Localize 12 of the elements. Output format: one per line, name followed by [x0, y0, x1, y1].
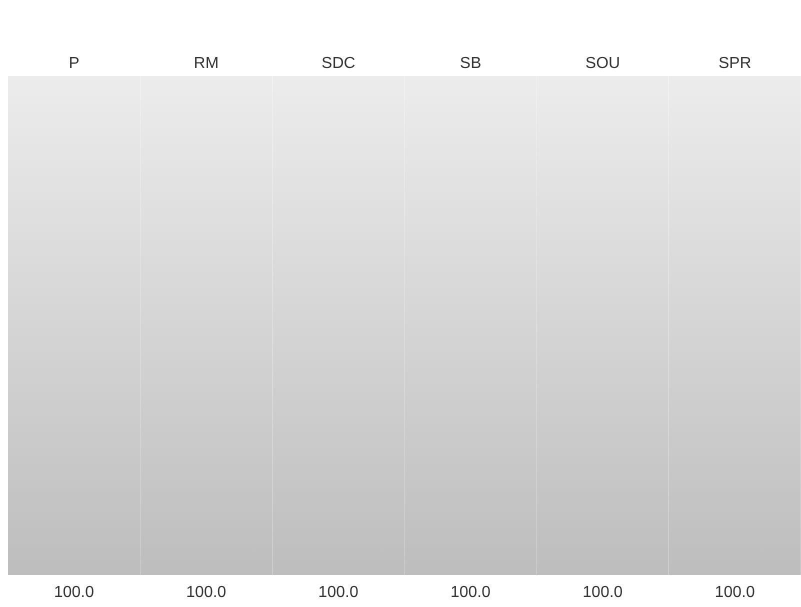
x-tick-label: SPR: [718, 55, 752, 72]
data-label: 100.0: [186, 584, 226, 601]
data-label: 100.0: [714, 584, 755, 601]
data-label: 100.0: [54, 584, 94, 601]
x-tick-label: SB: [460, 55, 482, 72]
data-label: 100.0: [582, 584, 623, 601]
x-tick-label: SDC: [322, 55, 356, 72]
data-label: 100.0: [450, 584, 491, 601]
x-tick-label: SOU: [585, 55, 620, 72]
data-label: 100.0: [318, 584, 358, 601]
x-tick-label: P: [68, 55, 80, 72]
x-tick-label: RM: [194, 55, 219, 72]
